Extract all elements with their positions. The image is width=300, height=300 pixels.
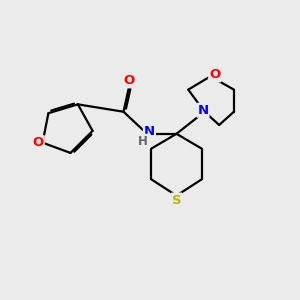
Text: N: N xyxy=(144,125,155,138)
Text: O: O xyxy=(32,136,44,149)
Text: O: O xyxy=(209,68,220,81)
Text: S: S xyxy=(172,194,181,207)
Text: N: N xyxy=(197,104,208,117)
Text: O: O xyxy=(124,74,135,87)
Text: H: H xyxy=(138,135,148,148)
